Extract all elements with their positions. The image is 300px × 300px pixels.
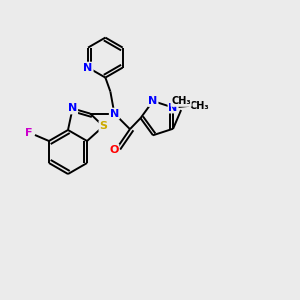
Text: N: N: [148, 96, 158, 106]
Text: N: N: [169, 103, 178, 112]
Text: N: N: [110, 109, 119, 118]
Text: S: S: [99, 121, 107, 131]
Text: N: N: [68, 103, 77, 113]
Text: N: N: [83, 63, 93, 73]
Text: CH₃: CH₃: [190, 100, 210, 111]
Text: O: O: [109, 145, 119, 155]
Text: F: F: [25, 128, 33, 138]
Text: CH₃: CH₃: [171, 96, 191, 106]
